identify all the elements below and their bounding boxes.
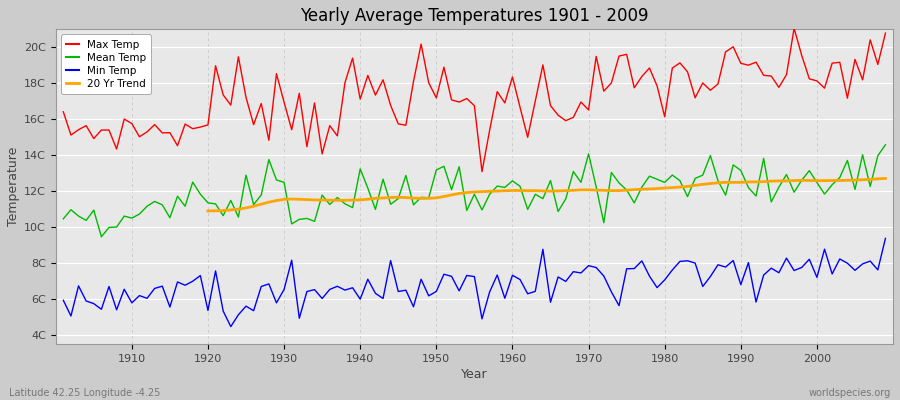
Legend: Max Temp, Mean Temp, Min Temp, 20 Yr Trend: Max Temp, Mean Temp, Min Temp, 20 Yr Tre… [61,34,151,94]
Title: Yearly Average Temperatures 1901 - 2009: Yearly Average Temperatures 1901 - 2009 [300,7,649,25]
Text: worldspecies.org: worldspecies.org [809,388,891,398]
Text: Latitude 42.25 Longitude -4.25: Latitude 42.25 Longitude -4.25 [9,388,160,398]
X-axis label: Year: Year [461,368,488,381]
Y-axis label: Temperature: Temperature [7,147,20,226]
